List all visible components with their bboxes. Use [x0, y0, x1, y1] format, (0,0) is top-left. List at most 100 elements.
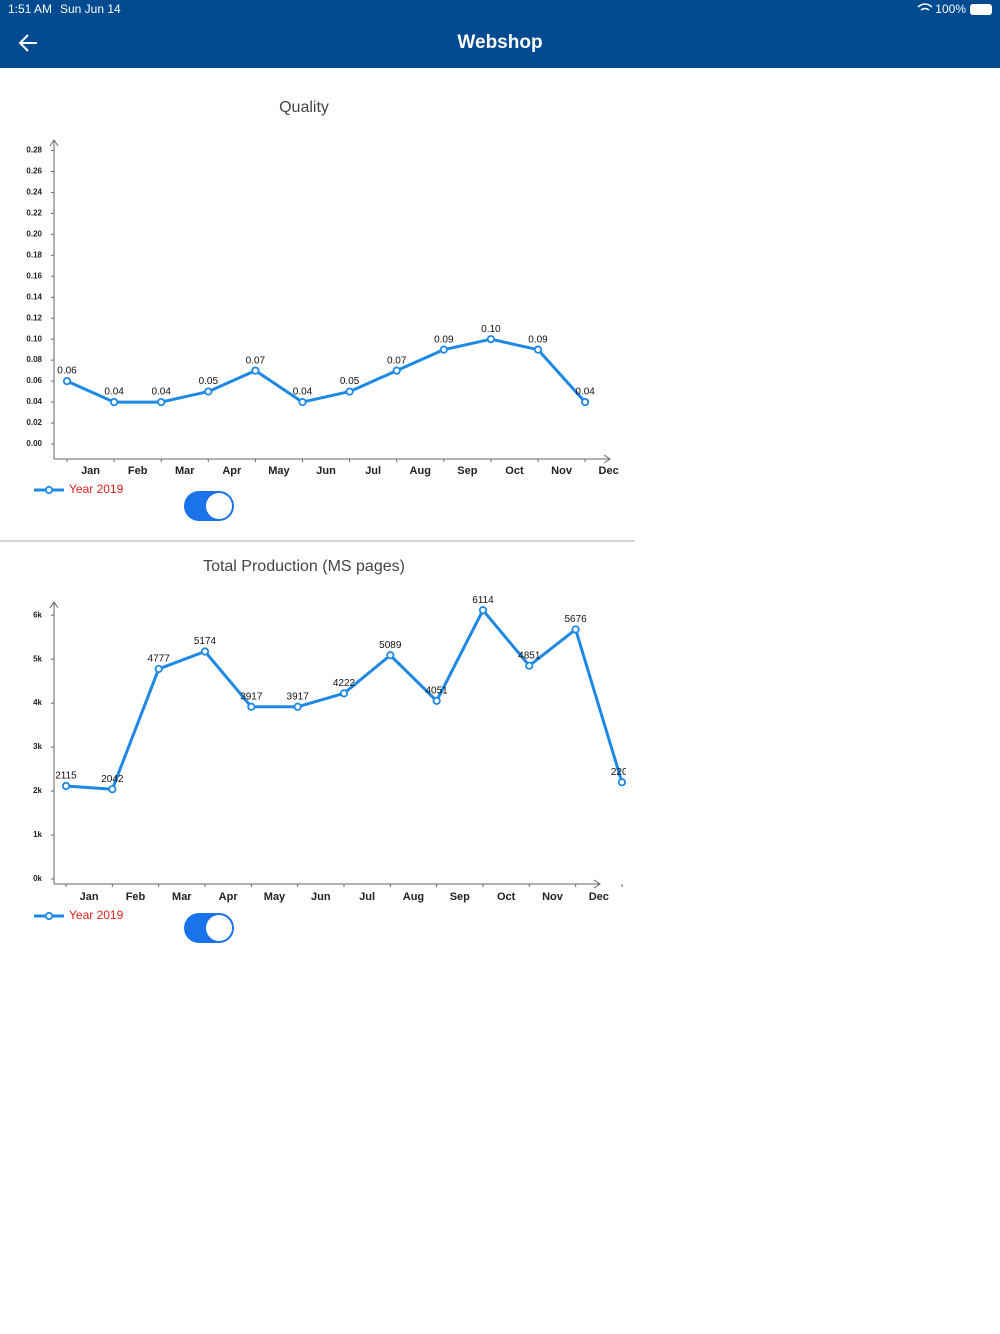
point [247, 702, 256, 711]
y-tick-label: 3k [33, 742, 42, 751]
wifi-icon [917, 3, 933, 11]
data-label: 0.04 [293, 387, 313, 398]
nav-title: Webshop [457, 32, 542, 53]
point [339, 689, 349, 698]
x-tick-label: Aug [410, 465, 431, 477]
point [345, 387, 354, 396]
data-label: 0.05 [199, 376, 219, 387]
x-tick-label: May [264, 891, 286, 903]
data-label: 4222 [333, 678, 356, 689]
x-tick-label: Sep [450, 891, 470, 903]
point [62, 377, 72, 386]
data-label: 3917 [287, 691, 310, 702]
nav-bar [0, 0, 1000, 68]
data-label: 2200 [611, 767, 634, 778]
x-tick-label: Nov [551, 465, 573, 477]
data-label: 0.07 [246, 355, 266, 366]
y-tick-label: 0.28 [26, 146, 42, 155]
x-tick-label: Jul [359, 891, 375, 903]
x-tick-label: Oct [497, 891, 516, 903]
point [525, 661, 534, 670]
point [617, 778, 626, 787]
point [110, 397, 119, 407]
data-label: 5089 [379, 640, 402, 651]
y-tick-label: 0.14 [26, 292, 42, 301]
y-tick-label: 0.20 [26, 229, 42, 238]
y-tick-label: 0.22 [26, 208, 42, 217]
legend-marker [44, 485, 54, 495]
y-tick-label: 0.06 [26, 376, 42, 385]
point [439, 345, 448, 354]
back-button[interactable] [18, 34, 37, 52]
y-tick-label: 0.08 [26, 355, 42, 364]
data-label: 0.06 [57, 366, 77, 377]
x-tick-label: Jan [80, 891, 99, 903]
data-label: 0.04 [104, 387, 124, 398]
y-tick-label: 0.16 [26, 271, 42, 280]
line [65, 608, 624, 791]
point [571, 625, 580, 634]
y-axis-arrow [49, 601, 59, 609]
data-label: 0.10 [481, 324, 501, 335]
line [66, 337, 587, 404]
x-tick-label: Jan [81, 465, 100, 477]
legend-marker [44, 911, 54, 921]
x-tick-label: Oct [505, 465, 524, 477]
legend-label: Year 2019 [69, 908, 124, 922]
y-tick-label: 0.02 [26, 418, 42, 427]
x-tick-label: Feb [126, 891, 146, 903]
data-label: 5174 [194, 636, 217, 647]
x-tick-label: May [268, 465, 290, 477]
series: 2115 2042 4777 5174 3917 3917 4222 5089 4051 6114… [55, 595, 634, 794]
data-label: 4851 [518, 650, 541, 661]
point [154, 664, 163, 674]
data-label: 0.04 [575, 387, 595, 398]
data-label: 3917 [240, 691, 263, 702]
point [580, 397, 590, 407]
y-tick-label: 1k [33, 830, 42, 839]
x-axis-arrow [603, 454, 611, 464]
point [108, 785, 117, 794]
status-time: 1:51 AM [8, 2, 52, 16]
series: 0.06 0.04 0.04 0.05 0.07 0.04 0.05 0.07 0.09 0.10… [57, 324, 595, 407]
data-label: 0.07 [387, 355, 407, 366]
chart-title: Total Production (MS pages) [203, 558, 405, 575]
x-tick-label: Feb [128, 465, 148, 477]
x-tick-label: Mar [175, 465, 195, 477]
x-tick-label: Nov [542, 891, 564, 903]
x-tick-label: Dec [599, 465, 619, 477]
x-tick-label: Jun [311, 891, 331, 903]
x-axis-arrow [593, 879, 601, 889]
y-axis-arrow [49, 139, 59, 147]
data-label: 5676 [565, 614, 588, 625]
x-tick-label: Apr [222, 465, 242, 477]
data-label: 0.09 [528, 334, 548, 345]
data-label: 2042 [101, 774, 124, 785]
point [251, 366, 260, 375]
y-tick-label: 5k [33, 654, 42, 663]
toggle[interactable] [184, 491, 234, 521]
x-tick-label: Apr [219, 891, 239, 903]
y-tick-label: 0.00 [26, 439, 42, 448]
y-tick-label: 0.10 [26, 334, 42, 343]
point [533, 345, 543, 354]
data-label: 4777 [148, 654, 171, 665]
y-tick-label: 0.12 [26, 313, 42, 322]
point [157, 397, 166, 407]
battery-icon [970, 4, 992, 15]
y-tick-label: 0.24 [26, 188, 42, 197]
x-tick-label: Jul [365, 465, 381, 477]
data-label: 6114 [472, 595, 494, 606]
toggle[interactable] [184, 913, 234, 943]
data-label: 0.09 [434, 334, 454, 345]
point [478, 606, 488, 615]
y-tick-label: 0.26 [26, 167, 42, 176]
point [61, 781, 71, 791]
y-tick-label: 0k [33, 874, 42, 883]
x-tick-label: Dec [589, 891, 609, 903]
point [298, 397, 307, 407]
data-label: 4051 [426, 686, 449, 697]
chart-title: Quality [279, 99, 329, 116]
point [432, 696, 441, 705]
